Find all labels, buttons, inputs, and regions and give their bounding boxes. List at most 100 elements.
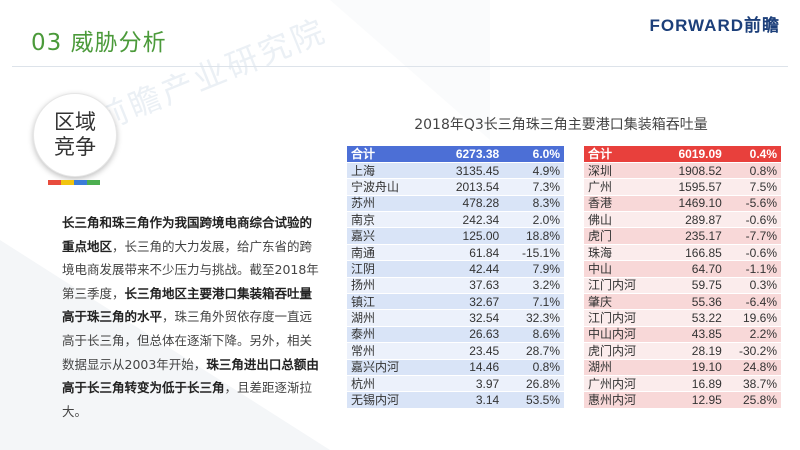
throughput-cell: 19.10	[658, 359, 726, 376]
port-name-cell: 中山	[584, 260, 659, 278]
growth-cell: -15.1%	[503, 244, 564, 262]
throughput-cell: 2013.54	[429, 178, 504, 196]
port-name-cell: 宁波舟山	[347, 178, 430, 196]
table-row: 泰州 26.63 8.6%	[347, 326, 564, 344]
growth-cell: -6.4%	[725, 293, 781, 311]
table-row: 广州内河 16.89 38.7%	[584, 375, 781, 393]
table-row: 湖州 32.54 32.3%	[347, 309, 564, 327]
table-row: 湖州 19.10 24.8%	[584, 359, 781, 376]
throughput-cell: 32.54	[429, 309, 504, 327]
throughput-cell: 289.87	[658, 211, 726, 229]
table-row: 虎门 235.17 -7.7%	[584, 227, 781, 245]
growth-cell: 26.8%	[503, 375, 564, 393]
pearl-delta-port-table: 合计 6019.09 0.4% 深圳 1908.52 0.8% 广州 1595.57 7.5% 香…	[584, 146, 781, 409]
throughput-cell: 3135.45	[429, 162, 504, 180]
port-name-cell: 扬州	[347, 277, 430, 295]
port-name-cell: 珠海	[584, 244, 659, 262]
growth-cell: 24.8%	[725, 359, 781, 376]
port-name-cell: 惠州内河	[584, 391, 659, 409]
analysis-paragraph: 长三角和珠三角作为我国跨境电商综合试验的重点地区，长三角的大力发展，给广东省的跨…	[62, 211, 324, 423]
throughput-cell: 235.17	[658, 227, 726, 245]
port-name-cell: 江门内河	[584, 277, 659, 295]
port-name-cell: 杭州	[347, 375, 430, 393]
badge-label: 区域竞争	[54, 110, 96, 159]
throughput-cell: 478.28	[429, 195, 504, 213]
throughput-cell: 64.70	[658, 260, 726, 278]
table-row: 珠海 166.85 -0.6%	[584, 244, 781, 262]
growth-cell: 19.6%	[725, 309, 781, 327]
throughput-cell: 42.44	[429, 260, 504, 278]
port-name-cell: 嘉兴内河	[347, 359, 430, 376]
port-name-cell: 上海	[347, 162, 430, 180]
throughput-cell: 166.85	[658, 244, 726, 262]
throughput-cell: 53.22	[658, 309, 726, 327]
table-row: 嘉兴内河 14.46 0.8%	[347, 359, 564, 376]
growth-cell: 0.4%	[725, 146, 781, 163]
throughput-cell: 6273.38	[429, 146, 504, 163]
table-row: 深圳 1908.52 0.8%	[584, 162, 781, 180]
section-badge: 区域竞争	[33, 93, 117, 177]
growth-cell: -0.6%	[725, 244, 781, 262]
table-row: 中山内河 43.85 2.2%	[584, 326, 781, 344]
table-row: 肇庆 55.36 -6.4%	[584, 293, 781, 311]
port-name-cell: 江门内河	[584, 309, 659, 327]
growth-cell: -30.2%	[725, 342, 781, 360]
table-row: 上海 3135.45 4.9%	[347, 162, 564, 180]
growth-cell: 38.7%	[725, 375, 781, 393]
port-name-cell: 南京	[347, 211, 430, 229]
growth-cell: 8.3%	[503, 195, 564, 213]
throughput-cell: 23.45	[429, 342, 504, 360]
growth-cell: -0.6%	[725, 211, 781, 229]
paragraph-bold-3: 珠三角进出口总额由高于长三角转变为低于长三角	[62, 356, 319, 396]
growth-cell: 7.3%	[503, 178, 564, 196]
port-name-cell: 江阴	[347, 260, 430, 278]
port-name-cell: 湖州	[584, 359, 659, 376]
table-row: 无锡内河 3.14 53.5%	[347, 391, 564, 409]
growth-cell: 53.5%	[503, 391, 564, 409]
growth-cell: 3.2%	[503, 277, 564, 295]
throughput-cell: 61.84	[429, 244, 504, 262]
throughput-cell: 1595.57	[658, 178, 726, 196]
throughput-cell: 32.67	[429, 293, 504, 311]
growth-cell: 6.0%	[503, 146, 564, 163]
header-divider	[12, 66, 788, 67]
port-name-cell: 南通	[347, 244, 430, 262]
yangtze-delta-port-table: 合计 6273.38 6.0% 上海 3135.45 4.9% 宁波舟山 2013.54 7.3…	[347, 146, 564, 409]
throughput-cell: 55.36	[658, 293, 726, 311]
port-name-cell: 深圳	[584, 162, 659, 180]
background-facet	[0, 240, 330, 450]
port-name-cell: 中山内河	[584, 326, 659, 344]
port-name-cell: 无锡内河	[347, 391, 430, 409]
port-name-cell: 嘉兴	[347, 227, 430, 245]
port-name-cell: 广州内河	[584, 375, 659, 393]
port-name-cell: 虎门	[584, 227, 659, 245]
table-row: 江阴 42.44 7.9%	[347, 260, 564, 278]
table-row: 宁波舟山 2013.54 7.3%	[347, 178, 564, 196]
table-row: 镇江 32.67 7.1%	[347, 293, 564, 311]
port-name-cell: 广州	[584, 178, 659, 196]
port-name-cell: 镇江	[347, 293, 430, 311]
table-row: 苏州 478.28 8.3%	[347, 195, 564, 213]
throughput-cell: 12.95	[658, 391, 726, 409]
table-row: 杭州 3.97 26.8%	[347, 375, 564, 393]
throughput-cell: 242.34	[429, 211, 504, 229]
growth-cell: -5.6%	[725, 195, 781, 213]
growth-cell: 4.9%	[503, 162, 564, 180]
table-row: 扬州 37.63 3.2%	[347, 277, 564, 295]
growth-cell: 32.3%	[503, 309, 564, 327]
page-title: 03 威胁分析	[31, 30, 167, 56]
growth-cell: 25.8%	[725, 391, 781, 409]
table-row: 惠州内河 12.95 25.8%	[584, 391, 781, 409]
growth-cell: 7.5%	[725, 178, 781, 196]
paragraph-text-3: ，且差距逐渐拉大。	[62, 380, 313, 419]
throughput-cell: 3.14	[429, 391, 504, 409]
growth-cell: 7.1%	[503, 293, 564, 311]
table-row: 虎门内河 28.19 -30.2%	[584, 342, 781, 360]
table-row: 常州 23.45 28.7%	[347, 342, 564, 360]
growth-cell: 0.3%	[725, 277, 781, 295]
throughput-cell: 59.75	[658, 277, 726, 295]
throughput-cell: 43.85	[658, 326, 726, 344]
table-row: 嘉兴 125.00 18.8%	[347, 227, 564, 245]
port-name-cell: 肇庆	[584, 293, 659, 311]
table-row: 广州 1595.57 7.5%	[584, 178, 781, 196]
